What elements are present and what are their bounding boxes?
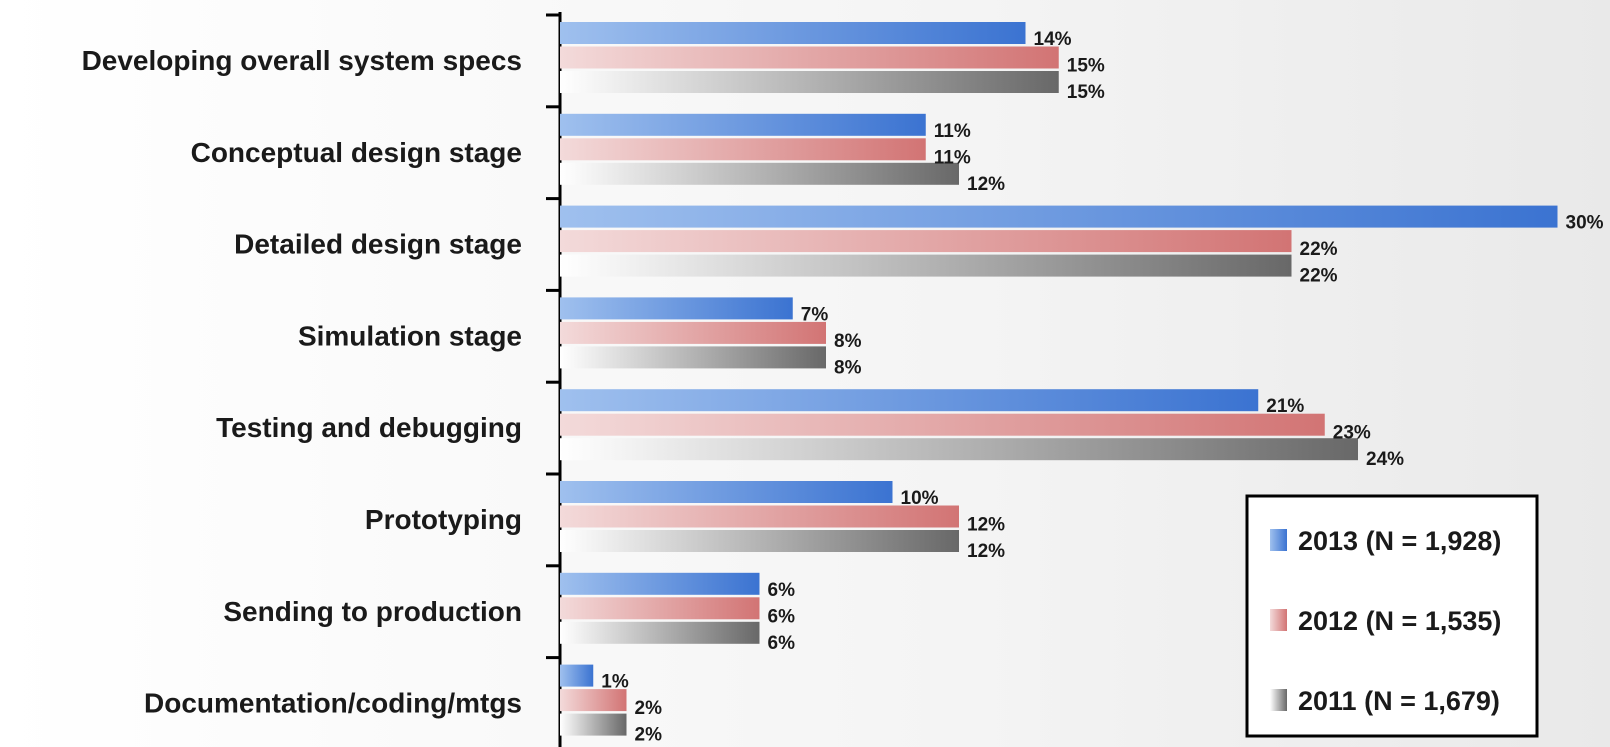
legend-box [1245,494,1539,738]
bar-2012 [560,689,627,712]
data-label: 12% [967,515,1005,536]
category-label: Conceptual design stage [191,137,522,168]
data-label: 6% [768,606,796,627]
bar-2012 [560,230,1292,253]
data-label: 14% [1034,29,1072,50]
bar-2012 [560,413,1325,436]
bar-2011 [560,254,1292,277]
legend-entry: 2013 (N = 1,928) [1298,526,1501,556]
bar-2011 [560,530,959,552]
data-label: 7% [801,304,829,325]
data-label: 8% [834,357,862,378]
bar-2013 [560,297,793,320]
data-label: 2% [635,698,663,719]
legend-entry: 2011 (N = 1,679) [1298,686,1500,716]
data-label: 15% [1067,82,1105,103]
bar-2011 [560,346,826,369]
bar-2012 [560,321,826,344]
category-label: Testing and debugging [216,412,522,443]
bar-2011 [560,438,1358,461]
bar-2013 [560,389,1259,412]
legend: 2013 (N = 1,928) 2012 (N = 1,535) 2011 (N … [1245,494,1539,738]
data-label: 1% [601,672,629,693]
legend-swatch [1270,609,1287,631]
bar-2011 [560,713,627,736]
bar-2011 [560,621,760,644]
bar-2012 [560,597,760,620]
bar-2011 [560,71,1059,93]
bar-2012 [560,46,1059,69]
data-label: 6% [768,633,796,654]
bar-2013 [560,205,1558,228]
category-label: Documentation/coding/mtgs [144,688,522,719]
data-label: 2% [635,725,663,746]
bar-2013 [560,572,760,595]
category-label: Detailed design stage [234,229,522,260]
legend-entry: 2012 (N = 1,535) [1298,606,1501,636]
legend-swatch [1270,689,1287,711]
category-label: Prototyping [365,504,522,535]
data-label: 6% [768,580,796,601]
data-label: 22% [1300,239,1338,260]
category-label: Developing overall system specs [82,45,522,76]
bar-2013 [560,481,893,503]
category-label: Simulation stage [298,320,522,351]
bar-2013 [560,22,1026,44]
data-label: 30% [1566,213,1604,234]
data-label: 22% [1300,266,1338,287]
bar-2012 [560,505,959,528]
data-label: 10% [901,488,939,509]
bar-2011 [560,162,959,185]
data-label: 21% [1266,396,1304,417]
bar-2013 [560,664,594,687]
data-label: 8% [834,331,862,352]
data-label: 11% [934,121,971,142]
category-label: Sending to production [223,596,522,627]
legend-swatch [1270,529,1287,551]
bar-2013 [560,113,926,136]
data-label: 12% [967,174,1005,195]
data-label: 24% [1366,449,1404,470]
data-label: 23% [1333,423,1371,444]
data-label: 11% [934,147,971,168]
bar-2012 [560,138,926,161]
data-label: 12% [967,541,1005,562]
data-label: 15% [1067,56,1105,77]
